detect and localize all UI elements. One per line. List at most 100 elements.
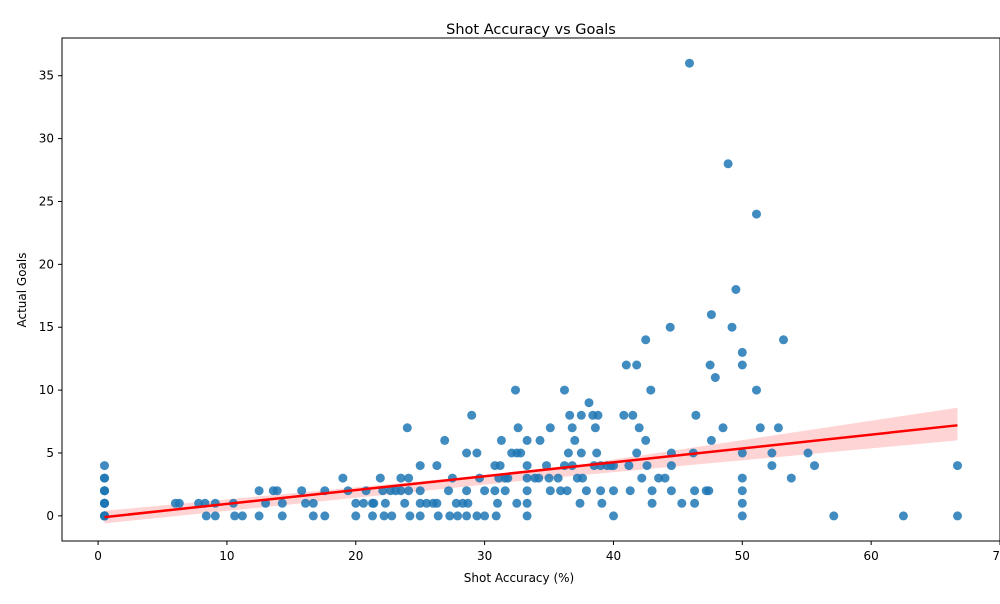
data-point: [308, 511, 318, 521]
data-point: [829, 511, 839, 521]
data-point: [463, 498, 473, 508]
data-point: [451, 498, 461, 508]
data-point: [369, 498, 379, 508]
data-point: [593, 410, 603, 420]
y-tick-label: 20: [39, 257, 54, 271]
data-point: [359, 498, 368, 508]
data-point: [415, 498, 425, 508]
x-tick-label: 60: [864, 549, 879, 563]
data-point: [237, 511, 247, 521]
data-point: [405, 511, 415, 521]
data-point: [737, 360, 747, 370]
data-point: [522, 486, 532, 496]
data-point: [522, 473, 532, 483]
data-point: [493, 498, 502, 508]
data-point: [254, 511, 264, 521]
x-tick-label: 50: [735, 549, 750, 563]
data-point: [590, 423, 600, 433]
data-point: [581, 486, 591, 496]
data-point: [654, 473, 664, 483]
data-point: [592, 448, 602, 458]
data-point: [415, 511, 425, 521]
data-point: [542, 461, 551, 471]
data-point: [462, 511, 472, 521]
x-tick-label: 0: [94, 549, 102, 563]
data-point: [767, 448, 777, 458]
y-tick-label: 0: [46, 509, 54, 523]
data-point: [522, 435, 532, 445]
data-point: [301, 498, 310, 508]
data-point: [609, 511, 618, 521]
data-point: [230, 511, 240, 521]
data-point: [380, 498, 390, 508]
data-point: [705, 360, 715, 370]
data-point: [596, 486, 606, 496]
data-point: [511, 385, 520, 395]
x-tick-label: 70: [992, 549, 1000, 563]
data-point: [553, 473, 563, 483]
data-point: [100, 486, 109, 496]
data-point: [404, 473, 414, 483]
data-point: [704, 486, 714, 496]
data-point: [563, 448, 573, 458]
data-point: [503, 473, 513, 483]
data-point: [575, 498, 585, 508]
data-point: [351, 498, 361, 508]
data-point: [462, 486, 472, 496]
data-point: [516, 448, 526, 458]
data-point: [737, 498, 747, 508]
data-point: [752, 209, 761, 219]
data-point: [432, 498, 442, 508]
data-point: [628, 410, 638, 420]
data-point: [351, 511, 361, 521]
data-point: [472, 448, 482, 458]
data-point: [368, 511, 377, 521]
data-point: [467, 410, 477, 420]
y-tick-label: 10: [39, 383, 54, 397]
data-point: [201, 511, 211, 521]
data-point: [396, 486, 406, 496]
data-point: [727, 322, 737, 332]
data-point: [432, 461, 442, 471]
data-point: [597, 498, 607, 508]
data-point: [308, 498, 318, 508]
y-tick-label: 30: [39, 132, 54, 146]
data-point: [100, 473, 109, 483]
data-point: [710, 373, 720, 382]
data-point: [522, 511, 532, 521]
data-point: [803, 448, 813, 458]
data-point: [641, 435, 651, 445]
data-point: [576, 448, 586, 458]
data-point: [737, 473, 747, 483]
data-point: [641, 335, 651, 345]
y-tick-label: 15: [39, 320, 54, 334]
data-point: [565, 410, 575, 420]
data-point: [642, 461, 652, 471]
data-point: [277, 498, 287, 508]
data-point: [953, 511, 962, 521]
data-point: [387, 511, 397, 521]
data-point: [718, 423, 728, 433]
data-point: [375, 473, 385, 483]
data-point: [320, 511, 330, 521]
data-point: [723, 159, 733, 169]
data-point: [545, 486, 555, 496]
data-point: [100, 461, 109, 471]
data-point: [677, 498, 687, 508]
data-point: [545, 423, 555, 433]
data-point: [898, 511, 908, 521]
data-point: [513, 423, 523, 433]
data-point: [496, 435, 506, 445]
data-point: [462, 448, 472, 458]
data-point: [637, 473, 647, 483]
data-point: [562, 486, 572, 496]
data-point: [755, 423, 765, 433]
data-point: [535, 435, 545, 445]
data-point: [440, 435, 450, 445]
data-point: [737, 448, 747, 458]
data-point: [500, 486, 510, 496]
data-point: [752, 385, 761, 395]
data-point: [512, 498, 522, 508]
data-point: [522, 498, 532, 508]
